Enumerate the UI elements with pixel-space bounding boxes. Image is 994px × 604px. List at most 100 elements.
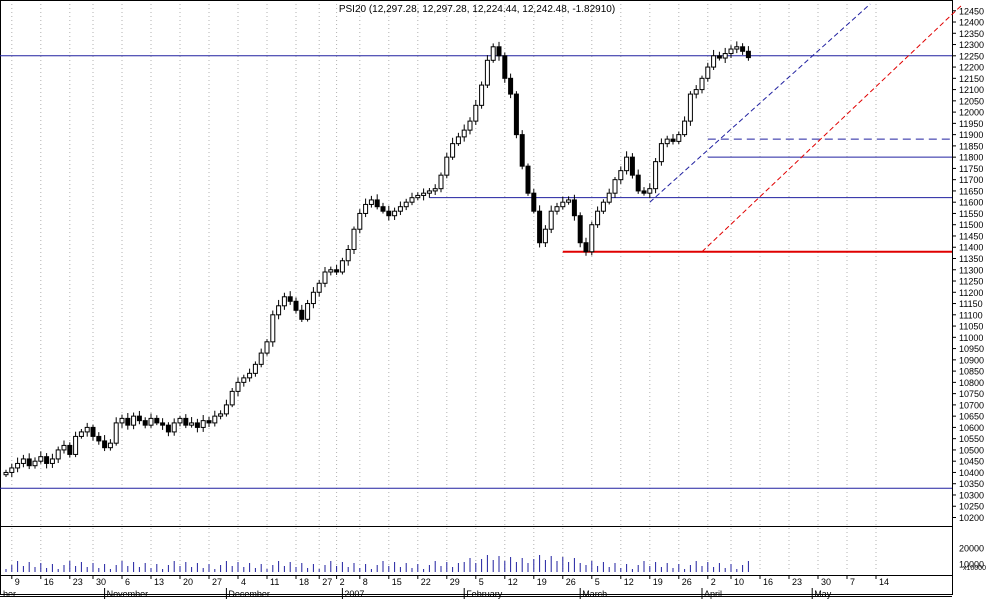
candle-body xyxy=(513,93,519,136)
candle-body xyxy=(235,381,241,392)
price-tick-label: 11550 xyxy=(959,209,983,219)
price-tick-label: 11450 xyxy=(959,231,983,241)
price-tick-label: 10600 xyxy=(959,423,984,433)
day-label: 9 xyxy=(15,577,20,587)
candle-body xyxy=(212,415,218,424)
day-label: 13 xyxy=(154,577,164,587)
candle-body xyxy=(107,442,113,449)
candle-body xyxy=(26,458,32,467)
candle-body xyxy=(624,156,630,172)
candle-body xyxy=(705,66,711,79)
candle-body xyxy=(479,84,485,106)
chart-title: PSI20 (12,297.28, 12,297.28, 12,224.44, … xyxy=(339,4,615,15)
candle-body xyxy=(345,248,351,262)
month-label: February xyxy=(466,589,503,599)
candle-body xyxy=(618,170,624,181)
candle-body xyxy=(310,291,316,305)
month-label: April xyxy=(704,589,722,599)
price-tick-label: 11650 xyxy=(959,186,983,196)
candle-body xyxy=(606,192,612,203)
candle-body xyxy=(154,417,160,424)
candle-body xyxy=(264,341,270,354)
candle-body xyxy=(519,134,525,167)
day-label: 7 xyxy=(850,577,855,587)
month-label: November xyxy=(107,589,149,599)
day-label: 12 xyxy=(508,577,518,587)
candle-body xyxy=(90,426,96,437)
day-label: 11 xyxy=(270,577,279,587)
candle-body xyxy=(96,435,102,442)
price-tick-label: 12150 xyxy=(959,74,984,84)
day-label: 26 xyxy=(682,577,692,587)
price-tick-label: 12300 xyxy=(959,40,984,50)
day-label: 5 xyxy=(595,577,600,587)
candle-body xyxy=(734,46,740,50)
candle-body xyxy=(270,314,276,343)
price-tick-label: 11300 xyxy=(959,265,983,275)
candle-body xyxy=(658,143,664,163)
candle-body xyxy=(113,422,119,444)
price-tick-label: 11100 xyxy=(959,310,983,320)
day-label: 6 xyxy=(125,577,130,587)
candle-body xyxy=(339,260,345,273)
price-tick-label: 12000 xyxy=(959,108,984,118)
candle-body xyxy=(102,440,108,449)
price-tick-label: 12200 xyxy=(959,63,984,73)
price-tick-label: 10850 xyxy=(959,367,984,377)
candle-body xyxy=(15,462,21,469)
price-tick-label: 10450 xyxy=(959,457,984,467)
candle-body xyxy=(647,188,653,194)
candle-body xyxy=(455,136,461,145)
month-label: May xyxy=(814,589,832,599)
trend-line xyxy=(649,3,871,203)
day-label: 16 xyxy=(763,577,773,587)
candle-body xyxy=(165,424,171,433)
day-label: 5 xyxy=(479,577,484,587)
day-label: 18 xyxy=(299,577,309,587)
candle-body xyxy=(363,203,369,214)
day-label: 4 xyxy=(241,577,246,587)
candle-body xyxy=(566,199,572,203)
study-lines xyxy=(0,3,964,489)
candle-body xyxy=(612,179,618,194)
candle-body xyxy=(61,444,67,451)
price-tick-label: 11850 xyxy=(959,141,983,151)
candle-body xyxy=(745,50,751,59)
price-tick-label: 12450 xyxy=(959,6,984,16)
day-label: 10 xyxy=(734,577,744,587)
candle-body xyxy=(554,206,560,212)
volume-bars xyxy=(5,555,749,572)
x-axis: 9 16 23 30 6 13 20 27 4 11 18 27 2 8 15 22 29 5 12 19 26 5 12 1… xyxy=(3,575,889,599)
candle-body xyxy=(316,282,322,293)
candle-body xyxy=(699,77,705,91)
day-label: 26 xyxy=(566,577,576,587)
candle-body xyxy=(177,417,183,424)
day-label: 30 xyxy=(821,577,831,587)
candle-body xyxy=(484,59,490,86)
price-tick-label: 10950 xyxy=(959,344,984,354)
candle-body xyxy=(716,55,722,59)
candle-body xyxy=(322,271,328,284)
candle-body xyxy=(461,129,467,138)
candle-body xyxy=(676,134,682,142)
candle-body xyxy=(444,156,450,176)
candle-body xyxy=(119,417,125,424)
candle-body xyxy=(194,422,200,428)
candle-body xyxy=(635,174,641,192)
candle-body xyxy=(687,93,693,122)
candle-body xyxy=(287,296,293,302)
candle-body xyxy=(473,104,479,122)
price-tick-label: 12100 xyxy=(959,85,984,95)
price-tick-label: 10750 xyxy=(959,389,984,399)
volume-tick-label: 10000 xyxy=(959,560,984,570)
candle-body xyxy=(467,120,473,131)
candle-body xyxy=(252,363,258,374)
price-tick-label: 11350 xyxy=(959,254,983,264)
candle-body xyxy=(136,415,142,422)
candle-body xyxy=(508,77,514,95)
candle-body xyxy=(3,471,9,476)
month-label: December xyxy=(228,589,270,599)
candle-body xyxy=(200,420,206,428)
volume-unit-label: x10000 xyxy=(963,565,986,572)
